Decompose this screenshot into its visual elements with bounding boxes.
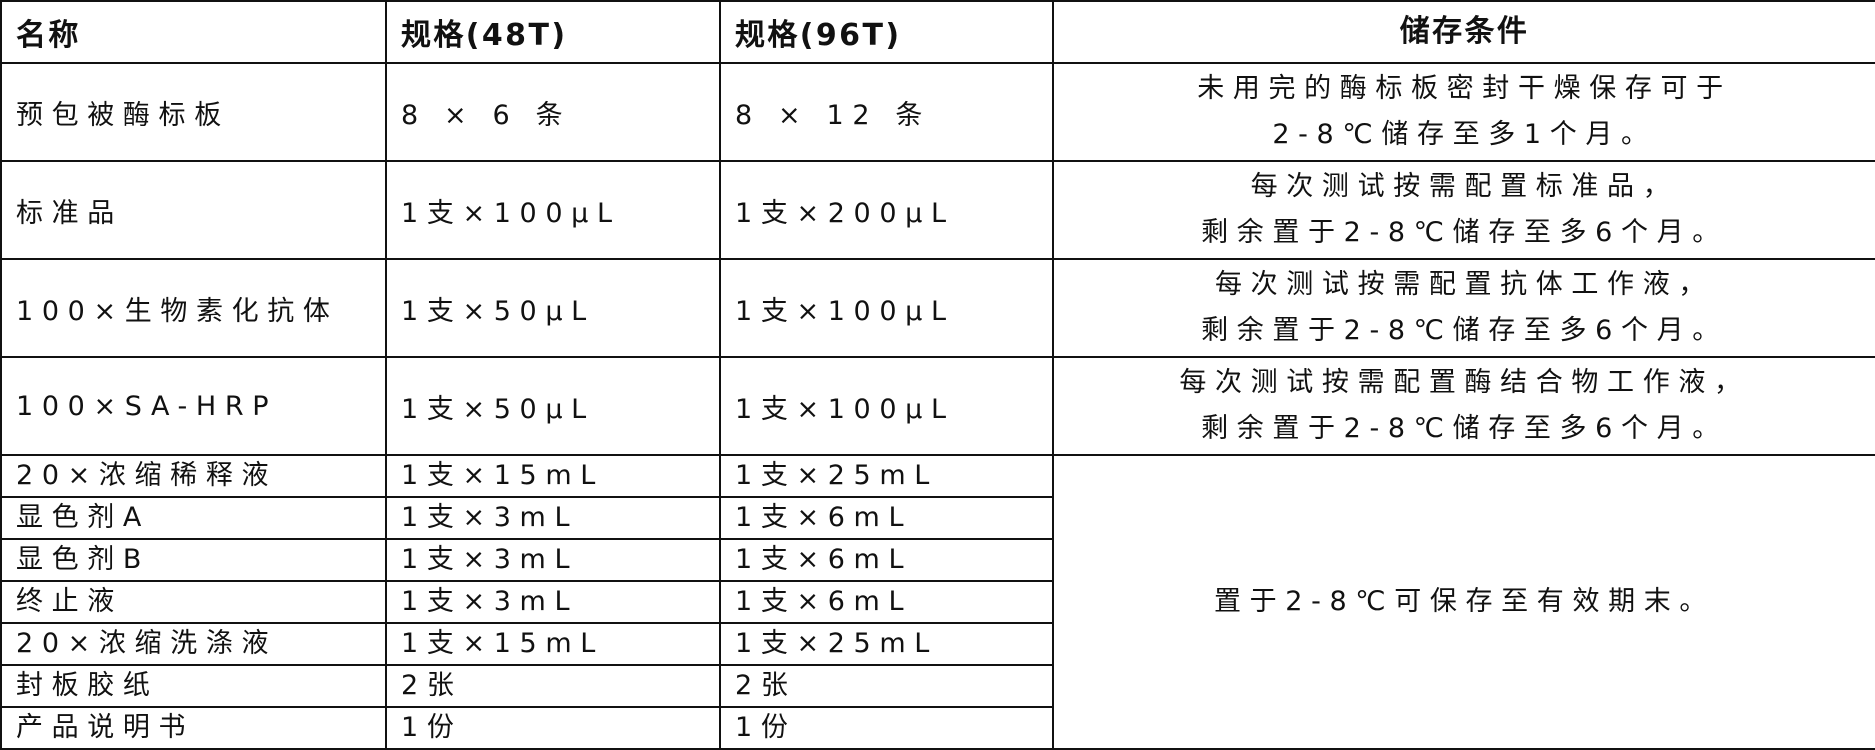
table-row: 封板胶纸 2张 2张: [0, 664, 1875, 708]
cell-spec-96t: 1支×200μL: [719, 160, 1054, 260]
cell-spec-96t: 1份: [719, 706, 1054, 750]
cell-spec-96t: 1支×6mL: [719, 496, 1054, 540]
cell-spec-96t: 1支×6mL: [719, 538, 1054, 582]
cell-name: 100×生物素化抗体: [0, 258, 387, 358]
storage-line: 未用完的酶标板密封干燥保存可于: [1197, 73, 1732, 104]
storage-line: 剩余置于2-8℃储存至多6个月。: [1201, 315, 1728, 346]
cell-spec-48t: 8 × 6 条: [385, 62, 721, 162]
storage-line: 剩余置于2-8℃储存至多6个月。: [1201, 413, 1728, 444]
cell-spec-48t: 1支×3mL: [385, 496, 721, 540]
cell-name: 标准品: [0, 160, 387, 260]
header-storage: 储存条件: [1052, 0, 1875, 64]
cell-spec-96t: 1支×100μL: [719, 258, 1054, 358]
cell-spec-96t: 1支×6mL: [719, 580, 1054, 624]
cell-spec-96t: 1支×100μL: [719, 356, 1054, 456]
header-spec-96t: 规格(96T): [719, 0, 1054, 64]
cell-name: 产品说明书: [0, 706, 387, 750]
cell-name: 预包被酶标板: [0, 62, 387, 162]
cell-spec-48t: 1支×15mL: [385, 622, 721, 666]
cell-spec-48t: 1支×100μL: [385, 160, 721, 260]
table-row: 100×SA-HRP 1支×50μL 1支×100μL 每次测试按需配置酶结合物…: [0, 356, 1875, 456]
table-row: 20×浓缩稀释液 1支×15mL 1支×25mL 置于2-8℃可保存至有效期末。: [0, 454, 1875, 750]
cell-name: 终止液: [0, 580, 387, 624]
cell-name: 显色剂A: [0, 496, 387, 540]
storage-line: 2-8℃储存至多1个月。: [1272, 119, 1657, 150]
cell-spec-48t: 2张: [385, 664, 721, 708]
table-row: 标准品 1支×100μL 1支×200μL 每次测试按需配置标准品， 剩余置于2-…: [0, 160, 1875, 260]
table-row: 显色剂A 1支×3mL 1支×6mL: [0, 496, 1875, 540]
cell-spec-96t: 2张: [719, 664, 1054, 708]
table-row: 显色剂B 1支×3mL 1支×6mL: [0, 538, 1875, 582]
cell-storage: 每次测试按需配置酶结合物工作液， 剩余置于2-8℃储存至多6个月。: [1052, 356, 1875, 456]
cell-storage: 每次测试按需配置标准品， 剩余置于2-8℃储存至多6个月。: [1052, 160, 1875, 260]
table-row: 100×生物素化抗体 1支×50μL 1支×100μL 每次测试按需配置抗体工作…: [0, 258, 1875, 358]
table-row: 预包被酶标板 8 × 6 条 8 × 12 条 未用完的酶标板密封干燥保存可于 2…: [0, 62, 1875, 162]
storage-line: 每次测试按需配置酶结合物工作液，: [1179, 367, 1750, 398]
storage-line: 剩余置于2-8℃储存至多6个月。: [1201, 217, 1728, 248]
cell-storage: 每次测试按需配置抗体工作液， 剩余置于2-8℃储存至多6个月。: [1052, 258, 1875, 358]
cell-spec-96t: 8 × 12 条: [719, 62, 1054, 162]
cell-spec-48t: 1支×15mL: [385, 454, 721, 498]
cell-spec-48t: 1支×3mL: [385, 580, 721, 624]
cell-spec-48t: 1支×50μL: [385, 356, 721, 456]
cell-name: 显色剂B: [0, 538, 387, 582]
cell-spec-48t: 1支×50μL: [385, 258, 721, 358]
cell-spec-48t: 1支×3mL: [385, 538, 721, 582]
storage-line: 每次测试按需配置标准品，: [1250, 171, 1679, 202]
header-spec-48t: 规格(48T): [385, 0, 721, 64]
cell-name: 20×浓缩洗涤液: [0, 622, 387, 666]
cell-shared-storage: 置于2-8℃可保存至有效期末。: [1052, 454, 1875, 750]
cell-name: 100×SA-HRP: [0, 356, 387, 456]
storage-line: 每次测试按需配置抗体工作液，: [1215, 269, 1714, 300]
cell-name: 20×浓缩稀释液: [0, 454, 387, 498]
table-row: 20×浓缩洗涤液 1支×15mL 1支×25mL: [0, 622, 1875, 666]
cell-name: 封板胶纸: [0, 664, 387, 708]
table-header-row: 名称 规格(48T) 规格(96T) 储存条件: [0, 0, 1875, 64]
cell-storage: 未用完的酶标板密封干燥保存可于 2-8℃储存至多1个月。: [1052, 62, 1875, 162]
table-row: 终止液 1支×3mL 1支×6mL: [0, 580, 1875, 624]
cell-spec-48t: 1份: [385, 706, 721, 750]
header-name: 名称: [0, 0, 387, 64]
cell-spec-96t: 1支×25mL: [719, 454, 1054, 498]
table-row: 产品说明书 1份 1份: [0, 706, 1875, 750]
cell-spec-96t: 1支×25mL: [719, 622, 1054, 666]
